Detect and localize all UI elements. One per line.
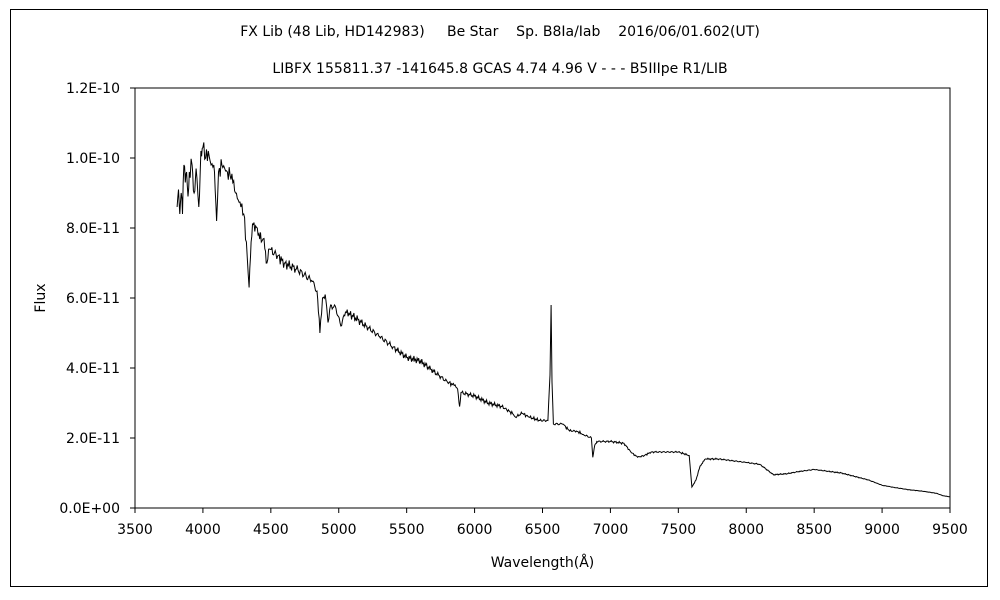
spectrum-series-line bbox=[176, 142, 951, 498]
x-tick-label: 4500 bbox=[253, 522, 289, 538]
x-tick-label: 8000 bbox=[728, 522, 764, 538]
x-tick-label: 4000 bbox=[185, 522, 221, 538]
chart-subtitle: LIBFX 155811.37 -141645.8 GCAS 4.74 4.96… bbox=[272, 61, 728, 77]
y-tick-label: 4.0E-11 bbox=[66, 361, 120, 377]
x-tick-label: 9500 bbox=[932, 522, 968, 538]
y-tick-label: 1.2E-10 bbox=[66, 81, 120, 97]
x-axis-label: Wavelength(Å) bbox=[491, 554, 595, 571]
plot-area bbox=[134, 87, 951, 509]
x-tick-label: 6000 bbox=[457, 522, 493, 538]
x-tick-label: 5000 bbox=[321, 522, 357, 538]
y-tick-label: 0.0E+00 bbox=[59, 501, 120, 517]
y-tick-label: 1.0E-10 bbox=[66, 151, 120, 167]
x-axis-ticks: 3500 4000 4500 5000 5500 6000 6500 7000 7500 8000… bbox=[117, 508, 968, 538]
chart-frame bbox=[10, 9, 988, 587]
y-tick-label: 2.0E-11 bbox=[66, 431, 120, 447]
x-tick-label: 8500 bbox=[796, 522, 832, 538]
x-tick-label: 5500 bbox=[389, 522, 425, 538]
x-tick-label: 7000 bbox=[593, 522, 629, 538]
chart-title: FX Lib (48 Lib, HD142983) Be Star Sp. B8… bbox=[240, 24, 760, 40]
x-tick-label: 6500 bbox=[525, 522, 561, 538]
y-tick-label: 8.0E-11 bbox=[66, 221, 120, 237]
x-tick-label: 9000 bbox=[864, 522, 900, 538]
y-axis-ticks: 0.0E+00 2.0E-11 4.0E-11 6.0E-11 8.0E-11 1.0E-… bbox=[59, 81, 135, 517]
x-tick-label: 3500 bbox=[117, 522, 153, 538]
x-tick-label: 7500 bbox=[661, 522, 697, 538]
y-axis-label: Flux bbox=[33, 283, 49, 312]
y-tick-label: 6.0E-11 bbox=[66, 291, 120, 307]
